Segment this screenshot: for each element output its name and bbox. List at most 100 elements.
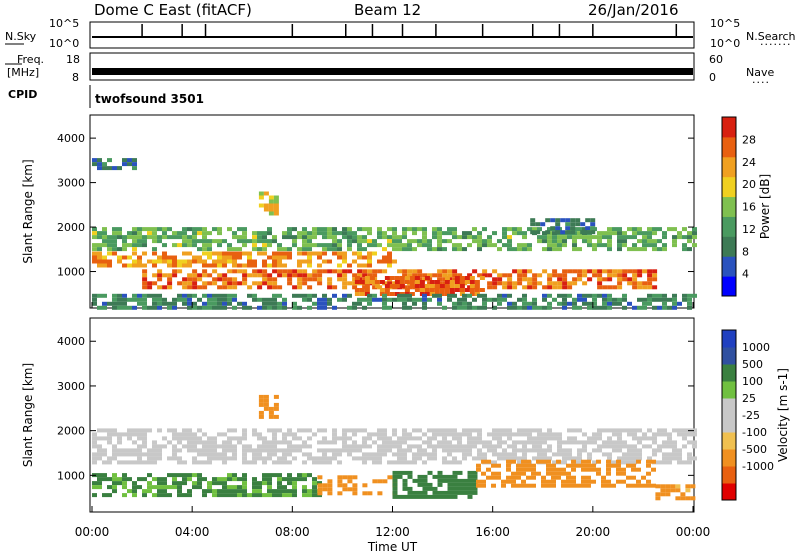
heatmap-cell	[576, 463, 581, 468]
heatmap-cell	[642, 436, 647, 441]
colorbar-tick-label: -25	[742, 409, 760, 422]
heatmap-cell	[622, 440, 627, 445]
heatmap-cell	[557, 293, 562, 298]
heatmap-cell	[262, 239, 267, 244]
heatmap-cell	[273, 195, 279, 200]
heatmap-cell	[541, 479, 546, 484]
heatmap-cell	[667, 456, 672, 461]
heatmap-cell	[112, 166, 117, 171]
heatmap-cell	[97, 162, 102, 167]
heatmap-cell	[647, 269, 653, 274]
heatmap-cell	[517, 297, 522, 302]
heatmap-cell	[317, 428, 322, 433]
heatmap-cell	[252, 259, 257, 264]
heatmap-cell	[197, 285, 203, 290]
heatmap-cell	[662, 243, 667, 248]
heatmap-cell	[132, 440, 137, 445]
heatmap-cell	[142, 460, 147, 465]
heatmap-cell	[192, 473, 197, 478]
heatmap-cell	[212, 227, 217, 232]
heatmap-cell	[202, 273, 208, 278]
heatmap-cell	[476, 483, 481, 488]
heatmap-cell	[152, 227, 157, 232]
heatmap-cell	[467, 243, 472, 248]
heatmap-cell	[477, 432, 482, 437]
heatmap-cell	[342, 251, 347, 256]
heatmap-cell	[172, 448, 177, 453]
heatmap-cell	[571, 467, 576, 472]
heatmap-cell	[292, 235, 297, 240]
heatmap-cell	[262, 473, 267, 478]
heatmap-cell	[268, 410, 274, 415]
heatmap-cell	[357, 269, 363, 274]
nsearch-tick-high: 10^5	[710, 17, 741, 30]
heatmap-cell	[477, 293, 482, 298]
heatmap-cell	[157, 428, 162, 433]
heatmap-cell	[522, 428, 527, 433]
heatmap-cell	[332, 440, 337, 445]
heatmap-cell	[497, 301, 502, 306]
heatmap-cell	[292, 239, 297, 244]
heatmap-cell	[152, 477, 157, 482]
heatmap-cell	[424, 276, 430, 280]
heatmap-cell	[97, 158, 102, 163]
heatmap-cell	[612, 460, 617, 465]
heatmap-cell	[112, 227, 117, 232]
heatmap-cell	[307, 285, 313, 290]
heatmap-cell	[642, 243, 647, 248]
heatmap-cell	[392, 428, 397, 433]
heatmap-cell	[137, 231, 142, 236]
heatmap-cell	[692, 444, 697, 449]
heatmap-cell	[402, 243, 407, 248]
heatmap-cell	[182, 297, 187, 302]
strip-frames	[5, 21, 695, 108]
heatmap-cell	[197, 273, 203, 278]
heatmap-cell	[272, 255, 277, 260]
heatmap-cell	[577, 440, 582, 445]
heatmap-cell	[172, 273, 178, 278]
heatmap-cell	[182, 477, 187, 482]
heatmap-cell	[522, 243, 527, 248]
heatmap-cell	[590, 218, 596, 223]
heatmap-cell	[672, 297, 677, 302]
heatmap-cell	[452, 490, 458, 495]
heatmap-cell	[112, 473, 117, 478]
heatmap-cell	[222, 460, 227, 465]
heatmap-cell	[437, 490, 443, 495]
heatmap-cell	[422, 482, 428, 487]
heatmap-cell	[412, 273, 418, 278]
heatmap-cell	[202, 263, 207, 268]
heatmap-cell	[102, 293, 107, 298]
heatmap-cell	[567, 269, 573, 274]
heatmap-cell	[582, 281, 588, 286]
heatmap-cell	[167, 301, 172, 306]
heatmap-cell	[677, 452, 682, 457]
heatmap-cell	[287, 269, 293, 274]
heatmap-cell	[607, 301, 612, 306]
heatmap-cell	[561, 483, 566, 488]
heatmap-cell	[352, 281, 358, 286]
heatmap-cell	[227, 281, 233, 286]
heatmap-cell	[392, 297, 397, 302]
heatmap-cell	[287, 440, 292, 445]
heatmap-cell	[432, 486, 438, 491]
heatmap-cell	[447, 486, 453, 491]
heatmap-cell	[606, 467, 611, 472]
heatmap-cell	[591, 463, 596, 468]
heatmap-cell	[412, 444, 417, 449]
heatmap-cell	[317, 460, 322, 465]
heatmap-cell	[362, 491, 368, 496]
heatmap-cell	[592, 235, 597, 240]
heatmap-cell	[392, 444, 397, 449]
heatmap-cell	[497, 247, 502, 252]
heatmap-cell	[127, 162, 132, 167]
heatmap-cell	[677, 428, 682, 433]
heatmap-cell	[147, 460, 152, 465]
heatmap-cell	[312, 251, 317, 256]
heatmap-cell	[621, 479, 626, 484]
heatmap-cell	[665, 492, 671, 497]
heatmap-cell	[522, 297, 527, 302]
heatmap-cell	[637, 281, 643, 286]
heatmap-cell	[132, 428, 137, 433]
